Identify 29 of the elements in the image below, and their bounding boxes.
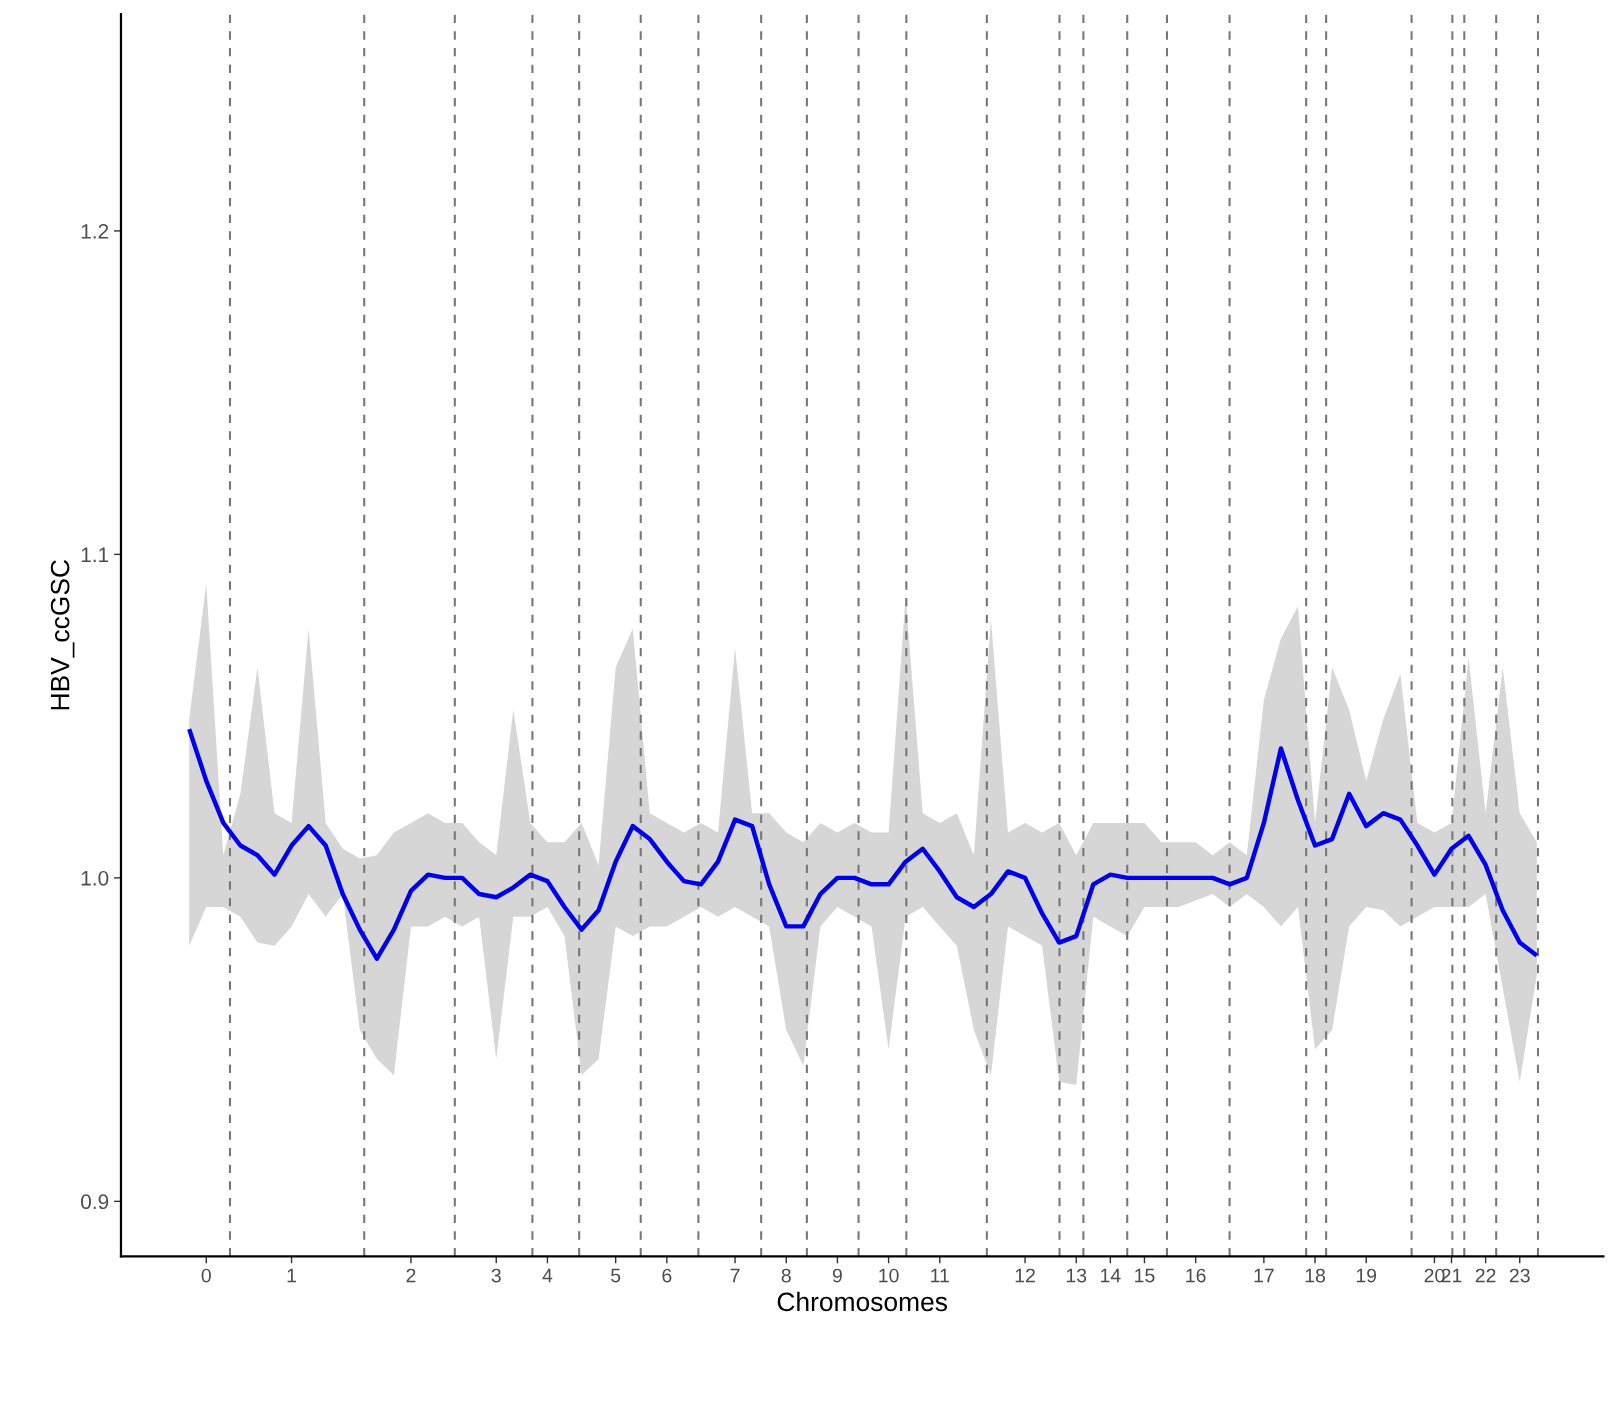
x-tick-label: 6 [662,1268,672,1283]
y-tick-label: 1.0 [81,870,109,886]
x-tick-label: 7 [730,1268,740,1283]
x-tick-label: 22 [1475,1268,1496,1283]
x-tick-label: 10 [879,1268,899,1283]
x-axis-title: Chromosomes [777,1291,947,1312]
x-tick-label: 13 [1066,1268,1087,1283]
x-tick-label: 9 [832,1268,842,1283]
x-tick-label: 17 [1254,1268,1274,1283]
x-tick-label: 4 [542,1268,553,1283]
x-tick-label: 0 [201,1268,211,1283]
x-tick-label: 18 [1305,1268,1326,1283]
line-series [186,726,1540,961]
y-tick-label: 1.1 [81,547,109,562]
x-tick-label: 16 [1186,1268,1206,1283]
y-axis-title: HBV_ccGSC [50,560,75,710]
x-tick-label: 19 [1356,1268,1377,1283]
x-tick-label: 2 [406,1268,416,1283]
x-tick-label: 14 [1101,1268,1121,1283]
x-tick-label: 11 [931,1268,949,1283]
y-tick-label: 1.2 [81,223,109,239]
x-tick-label: 8 [781,1268,791,1283]
x-tick-label: 5 [611,1268,621,1283]
x-tick-label: 15 [1135,1268,1155,1283]
x-tick-label: 1 [287,1268,297,1283]
x-tick-label: 3 [491,1268,501,1283]
y-tick-label: 0.9 [81,1194,109,1210]
x-tick-label: 12 [1015,1268,1035,1283]
x-tick-label: 23 [1509,1268,1530,1283]
